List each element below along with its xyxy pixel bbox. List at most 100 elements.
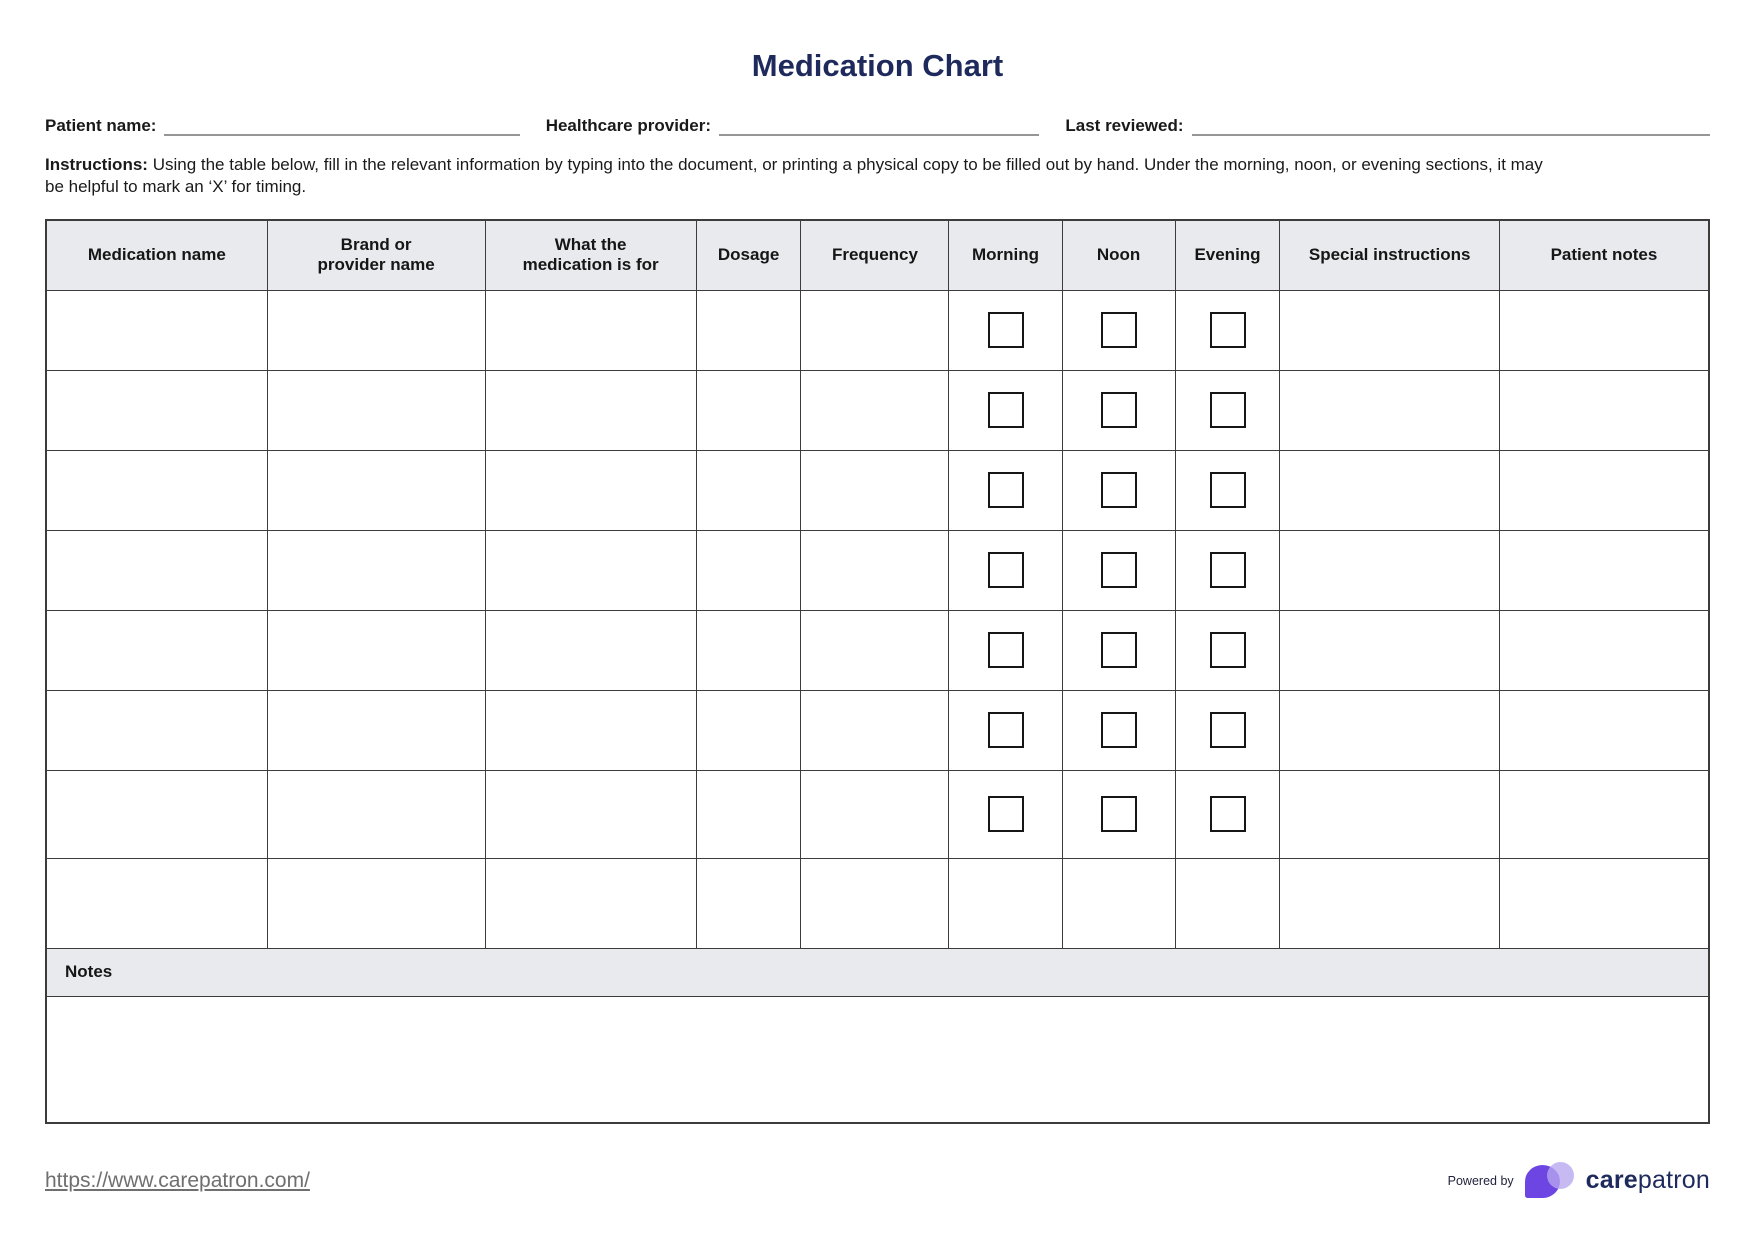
table-cell[interactable]	[1174, 449, 1281, 531]
table-cell[interactable]	[1061, 449, 1176, 531]
table-cell[interactable]	[1061, 529, 1176, 611]
table-cell[interactable]	[1498, 289, 1710, 371]
table-cell[interactable]	[45, 529, 268, 611]
table-cell[interactable]	[948, 857, 1063, 949]
evening-checkbox[interactable]	[1209, 796, 1246, 832]
table-cell[interactable]	[695, 689, 802, 771]
table-cell[interactable]	[45, 369, 268, 451]
table-cell[interactable]	[948, 769, 1063, 859]
noon-checkbox[interactable]	[1100, 552, 1137, 588]
table-cell[interactable]	[266, 769, 486, 859]
table-cell[interactable]	[45, 769, 268, 859]
table-cell[interactable]	[266, 289, 486, 371]
table-cell[interactable]	[800, 529, 950, 611]
morning-checkbox[interactable]	[987, 392, 1024, 428]
table-cell[interactable]	[800, 449, 950, 531]
evening-checkbox[interactable]	[1209, 312, 1246, 348]
patient-name-input[interactable]	[164, 116, 520, 136]
notes-area[interactable]	[45, 995, 1710, 1124]
table-cell[interactable]	[484, 449, 697, 531]
table-cell[interactable]	[1498, 769, 1710, 859]
table-cell[interactable]	[484, 769, 697, 859]
table-cell[interactable]	[484, 289, 697, 371]
morning-checkbox[interactable]	[987, 312, 1024, 348]
table-cell[interactable]	[1498, 857, 1710, 949]
table-cell[interactable]	[1174, 769, 1281, 859]
table-cell[interactable]	[695, 369, 802, 451]
morning-checkbox[interactable]	[987, 712, 1024, 748]
carepatron-website-link[interactable]: https://www.carepatron.com/	[45, 1168, 310, 1192]
table-cell[interactable]	[695, 857, 802, 949]
table-cell[interactable]	[1279, 449, 1500, 531]
table-cell[interactable]	[484, 609, 697, 691]
morning-checkbox[interactable]	[987, 632, 1024, 668]
table-cell[interactable]	[1279, 689, 1500, 771]
table-cell[interactable]	[800, 609, 950, 691]
table-cell[interactable]	[266, 449, 486, 531]
table-cell[interactable]	[1061, 689, 1176, 771]
morning-checkbox[interactable]	[987, 472, 1024, 508]
table-cell[interactable]	[1174, 369, 1281, 451]
table-cell[interactable]	[266, 369, 486, 451]
morning-checkbox[interactable]	[987, 796, 1024, 832]
table-cell[interactable]	[1279, 769, 1500, 859]
table-cell[interactable]	[1498, 529, 1710, 611]
table-cell[interactable]	[266, 529, 486, 611]
table-cell[interactable]	[1279, 857, 1500, 949]
table-cell[interactable]	[1061, 289, 1176, 371]
evening-checkbox[interactable]	[1209, 472, 1246, 508]
noon-checkbox[interactable]	[1100, 472, 1137, 508]
table-cell[interactable]	[45, 689, 268, 771]
table-cell[interactable]	[948, 449, 1063, 531]
table-cell[interactable]	[800, 369, 950, 451]
table-cell[interactable]	[695, 529, 802, 611]
table-cell[interactable]	[695, 449, 802, 531]
table-cell[interactable]	[1174, 289, 1281, 371]
table-cell[interactable]	[948, 529, 1063, 611]
morning-checkbox[interactable]	[987, 552, 1024, 588]
table-cell[interactable]	[1061, 857, 1176, 949]
evening-checkbox[interactable]	[1209, 552, 1246, 588]
table-cell[interactable]	[1498, 369, 1710, 451]
noon-checkbox[interactable]	[1100, 392, 1137, 428]
table-cell[interactable]	[1174, 529, 1281, 611]
table-cell[interactable]	[948, 289, 1063, 371]
table-cell[interactable]	[1498, 609, 1710, 691]
table-cell[interactable]	[800, 289, 950, 371]
table-cell[interactable]	[1498, 689, 1710, 771]
table-cell[interactable]	[948, 689, 1063, 771]
table-cell[interactable]	[484, 857, 697, 949]
table-cell[interactable]	[800, 769, 950, 859]
table-cell[interactable]	[800, 857, 950, 949]
table-cell[interactable]	[1174, 857, 1281, 949]
table-cell[interactable]	[800, 689, 950, 771]
table-cell[interactable]	[484, 529, 697, 611]
table-cell[interactable]	[45, 609, 268, 691]
table-cell[interactable]	[1279, 529, 1500, 611]
noon-checkbox[interactable]	[1100, 312, 1137, 348]
evening-checkbox[interactable]	[1209, 632, 1246, 668]
noon-checkbox[interactable]	[1100, 632, 1137, 668]
table-cell[interactable]	[948, 369, 1063, 451]
table-cell[interactable]	[1174, 689, 1281, 771]
table-cell[interactable]	[484, 369, 697, 451]
evening-checkbox[interactable]	[1209, 392, 1246, 428]
table-cell[interactable]	[1061, 609, 1176, 691]
table-cell[interactable]	[266, 857, 486, 949]
table-cell[interactable]	[1279, 609, 1500, 691]
table-cell[interactable]	[1061, 369, 1176, 451]
noon-checkbox[interactable]	[1100, 796, 1137, 832]
table-cell[interactable]	[1174, 609, 1281, 691]
table-cell[interactable]	[695, 769, 802, 859]
healthcare-provider-input[interactable]	[719, 116, 1040, 136]
table-cell[interactable]	[695, 609, 802, 691]
table-cell[interactable]	[948, 609, 1063, 691]
table-cell[interactable]	[1279, 369, 1500, 451]
table-cell[interactable]	[45, 449, 268, 531]
table-cell[interactable]	[1498, 449, 1710, 531]
last-reviewed-input[interactable]	[1191, 116, 1710, 136]
noon-checkbox[interactable]	[1100, 712, 1137, 748]
table-cell[interactable]	[266, 609, 486, 691]
evening-checkbox[interactable]	[1209, 712, 1246, 748]
table-cell[interactable]	[1061, 769, 1176, 859]
